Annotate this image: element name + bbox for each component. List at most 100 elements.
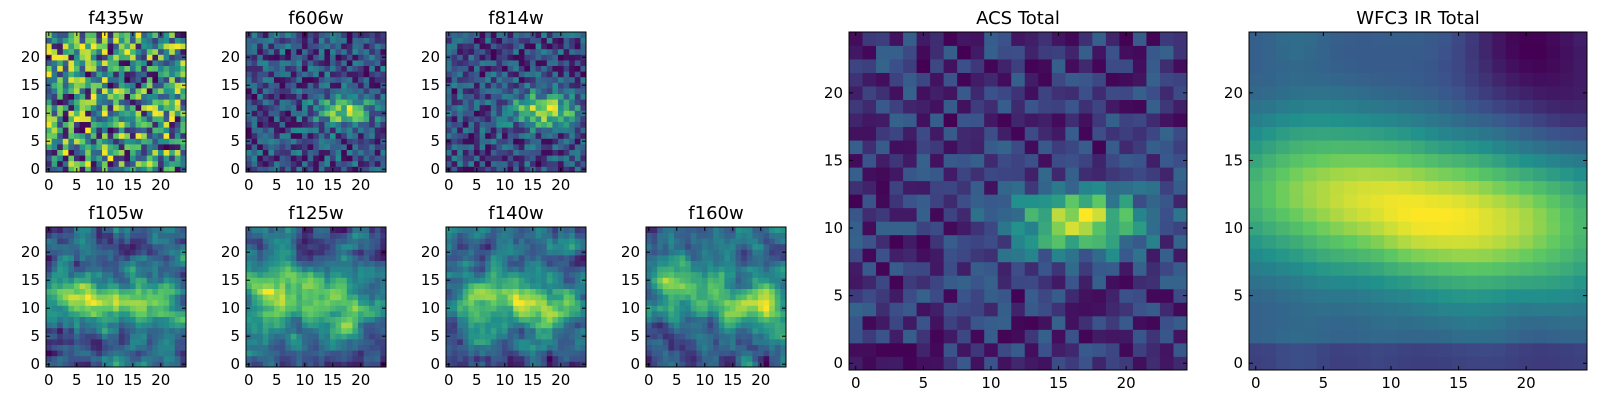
y-tick-label: 20 [221,48,240,66]
heatmap-cell [141,339,148,345]
heatmap-cell [363,333,370,340]
heatmap-cell [57,160,64,167]
heatmap-cell [541,93,548,100]
heatmap-cell [718,322,725,329]
heatmap-cell [462,104,469,111]
heatmap-cell [502,327,508,334]
heatmap-cell [546,294,553,301]
heatmap-cell [651,283,658,289]
heatmap-cell [507,166,514,173]
heatmap-cell [1092,275,1107,290]
heatmap-cell [574,54,581,61]
heatmap-cell [707,327,714,334]
heatmap-cell [1065,194,1080,209]
heatmap-cell [780,232,787,239]
heatmap-cell [124,288,131,295]
heatmap-cell [668,243,675,250]
y-tick-label: 20 [221,243,240,261]
heatmap-cell [268,48,275,55]
heatmap-cell [552,260,559,267]
heatmap-cell [651,333,658,340]
heatmap-cell [79,155,86,162]
heatmap-cell [296,32,303,38]
heatmap-cell [51,116,58,122]
heatmap-cell [257,339,264,345]
heatmap-cell [479,121,486,128]
heatmap-cell [102,71,108,78]
heatmap-cell [780,294,787,301]
heatmap-cell [124,355,131,362]
heatmap-cell [118,344,125,351]
heatmap-cell [502,65,508,72]
heatmap-cell [1119,167,1134,182]
heatmap-cell [468,294,475,301]
heatmap-cell [1173,207,1188,222]
heatmap-cell [358,144,364,150]
heatmap-cell [62,32,69,38]
heatmap-cell [696,327,703,334]
heatmap-cell [468,76,475,83]
heatmap-cell [552,227,559,233]
heatmap-cell [563,127,570,134]
heatmap-cell [752,271,759,278]
heatmap-cell [279,48,286,55]
heatmap-cell [518,110,525,117]
heatmap-cell [85,249,92,256]
heatmap-cell [262,82,269,89]
heatmap-cell [457,155,464,162]
heatmap-cell [268,311,275,317]
heatmap-cell [1092,194,1107,209]
heatmap-cell [135,155,142,162]
heatmap-cell [530,76,536,83]
heatmap-cell [530,144,536,150]
heatmap-cell [746,227,753,233]
heatmap-cell [268,43,275,50]
heatmap-cell [324,144,331,150]
heatmap-cell [889,194,904,209]
heatmap-cell [107,155,114,162]
heatmap-cell [174,32,181,38]
x-tick-label: 15 [123,371,142,389]
heatmap-cell [335,54,342,61]
heatmap-cell [180,311,187,317]
heatmap-cell [552,43,559,50]
heatmap-cell [324,110,331,117]
heatmap-cell [163,322,170,329]
heatmap-cell [558,71,564,78]
heatmap-cell [696,299,703,306]
heatmap-cell [1011,234,1026,249]
heatmap-cell [62,243,69,250]
heatmap-cell [518,361,525,368]
heatmap-cell [552,144,559,150]
heatmap-cell [57,82,64,89]
heatmap-cell [62,316,69,323]
heatmap-cell [302,271,308,278]
heatmap-cell [268,277,275,284]
heatmap-cell [524,232,531,239]
heatmap-cell [518,71,525,78]
heatmap-cell [313,37,320,44]
heatmap-cell [169,166,176,173]
heatmap-cell [535,344,542,351]
heatmap-cell [313,232,320,239]
heatmap-cell [849,315,863,330]
heatmap-cell [285,288,292,295]
heatmap-cell [535,166,542,173]
heatmap-cell [118,243,125,250]
heatmap-cell [341,99,348,106]
heatmap-cell [62,65,69,72]
heatmap-cell [313,48,320,55]
heatmap-cell [563,311,570,317]
heatmap-cell [651,311,658,317]
heatmap-cell [163,110,170,117]
heatmap-cell [279,333,286,340]
heatmap-cell [707,232,714,239]
heatmap-cell [524,316,531,323]
heatmap-cell [518,76,525,83]
heatmap-cell [552,249,559,256]
heatmap-cell [713,355,720,362]
heatmap-cell [479,37,486,44]
heatmap-cell [346,104,353,111]
heatmap-cell [68,48,75,55]
heatmap-cell [90,121,97,128]
